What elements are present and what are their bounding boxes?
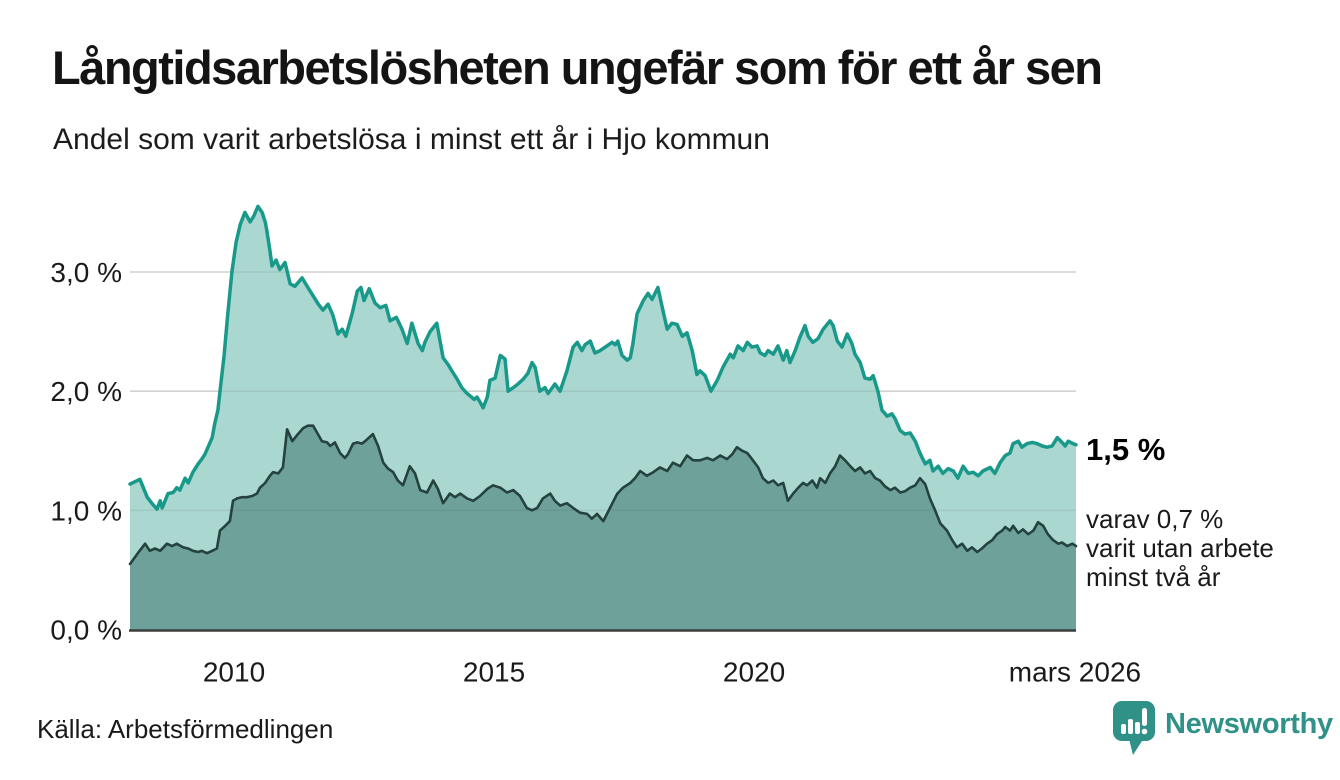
series-area-two-years xyxy=(130,425,1076,630)
logo-bubble-shape xyxy=(1113,701,1155,755)
x-tick-label: 2020 xyxy=(723,657,785,688)
logo-bar-icon xyxy=(1135,722,1140,734)
end-note-line: varit utan arbete xyxy=(1086,533,1274,563)
newsworthy-logo: Newsworthy xyxy=(1112,700,1333,758)
y-tick-label: 1,0 % xyxy=(50,495,122,526)
logo-wordmark: Newsworthy xyxy=(1165,708,1333,740)
logo-bar-icon xyxy=(1128,719,1133,734)
end-note-label: varav 0,7 % varit utan arbete minst två … xyxy=(1086,505,1274,592)
newsworthy-mark-icon xyxy=(1113,701,1155,755)
chart-container: 0,0 % 1,0 % 2,0 % 3,0 % 2010 2015 2020 mars 20… xyxy=(0,180,1340,700)
logo-exclamation-dot-icon xyxy=(1141,728,1148,735)
x-tick-label: 2015 xyxy=(463,657,525,688)
y-tick-label: 2,0 % xyxy=(50,376,122,407)
logo-bar-icon xyxy=(1121,724,1126,734)
logo-exclamation-icon xyxy=(1142,708,1147,726)
area-chart: 0,0 % 1,0 % 2,0 % 3,0 % 2010 2015 2020 mars 20… xyxy=(50,204,1141,688)
series-line-total xyxy=(128,204,1078,511)
y-tick-label: 0,0 % xyxy=(50,615,122,646)
x-tick-label: 2010 xyxy=(203,657,265,688)
end-value-label: 1,5 % xyxy=(1086,432,1166,467)
x-tick-label: mars 2026 xyxy=(1009,657,1141,688)
series-line-two-years xyxy=(128,424,1078,566)
page-title: Långtidsarbetslösheten ungefär som för e… xyxy=(52,41,1103,94)
page-subtitle: Andel som varit arbetslösa i minst ett å… xyxy=(53,123,770,156)
end-note-line: varav 0,7 % xyxy=(1086,504,1224,534)
series-areas xyxy=(130,206,1076,630)
series-lines xyxy=(128,204,1078,566)
x-axis-tick-labels: 2010 2015 2020 mars 2026 xyxy=(203,657,1141,688)
end-note-line: minst två år xyxy=(1086,562,1221,592)
y-axis-tick-labels: 0,0 % 1,0 % 2,0 % 3,0 % xyxy=(50,257,122,646)
source-text: Källa: Arbetsförmedlingen xyxy=(37,714,334,744)
y-tick-label: 3,0 % xyxy=(50,257,122,288)
